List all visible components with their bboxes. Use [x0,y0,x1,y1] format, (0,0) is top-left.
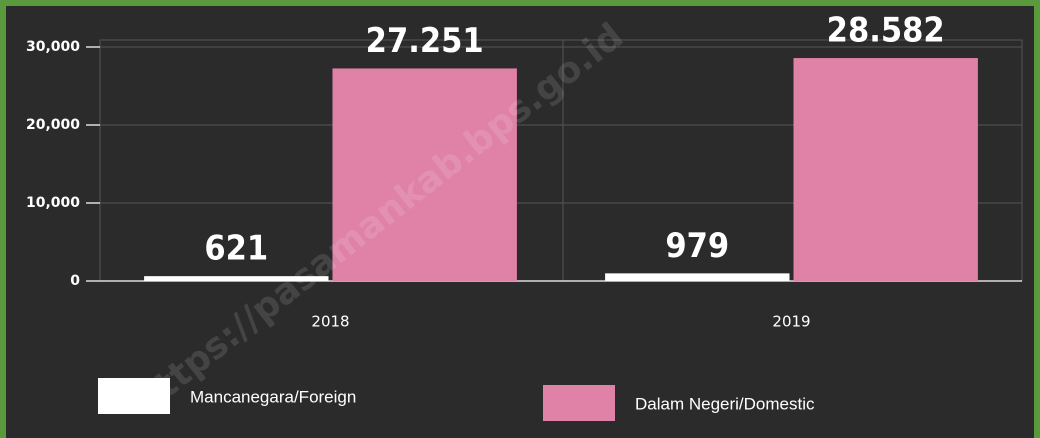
value-label: 979 [665,226,729,266]
value-label: 28.582 [827,11,945,51]
bar [332,68,517,281]
legend-label: Dalam Negeri/Domestic [635,394,815,413]
y-tick-label: 30,000 [26,39,80,55]
value-label: 27.251 [366,21,484,61]
value-label: 621 [204,229,268,269]
y-tick-label: 0 [70,273,80,289]
y-tick-label: 20,000 [26,117,80,133]
legend-label: Mancanegara/Foreign [190,387,356,406]
y-tick-label: 10,000 [26,195,80,211]
legend-swatch [98,378,170,414]
x-tick-label: 2018 [311,313,349,331]
bar [793,58,978,282]
bar [605,273,790,281]
x-tick-label: 2019 [772,313,810,331]
bar [144,276,329,281]
legend-swatch [543,385,615,421]
